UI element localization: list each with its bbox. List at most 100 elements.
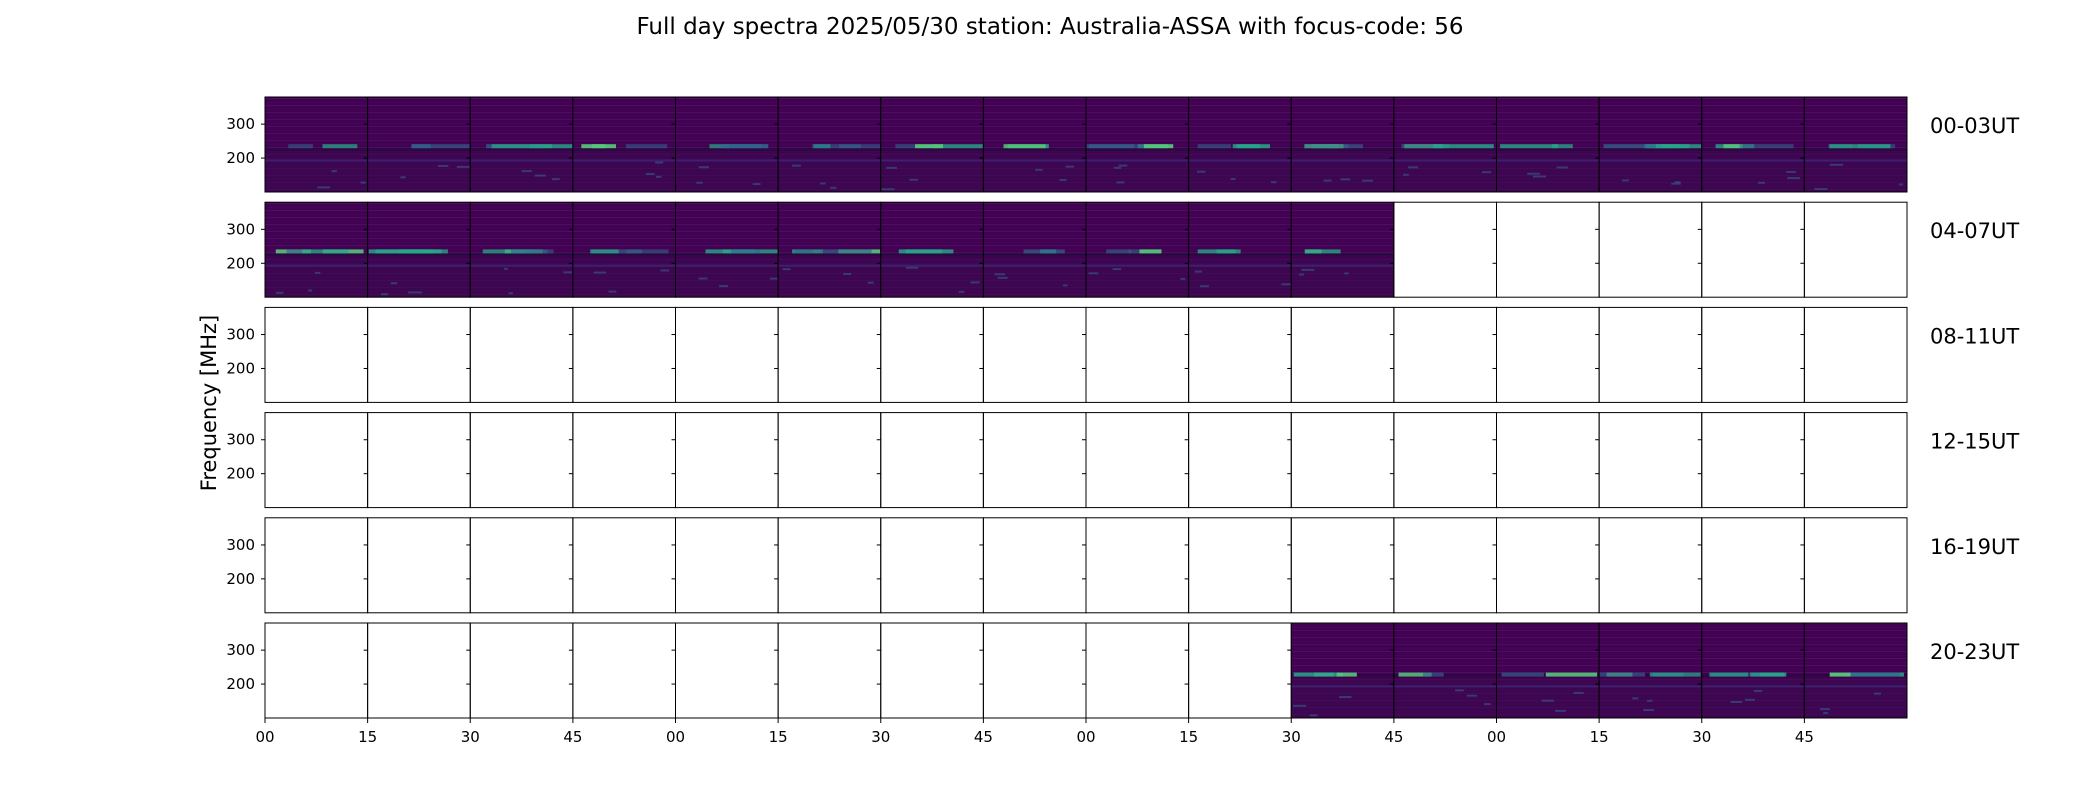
empty-panel [1389, 306, 1497, 403]
empty-panel [1595, 306, 1703, 403]
empty-panel [568, 412, 676, 509]
empty-panel [1800, 201, 1908, 298]
empty-panel [671, 306, 779, 403]
y-tick-label: 300 [226, 431, 255, 449]
y-tick-label: 200 [226, 675, 255, 693]
empty-panel [261, 306, 369, 403]
empty-panel [671, 412, 779, 509]
empty-panel [1389, 412, 1497, 509]
empty-panel [1492, 306, 1600, 403]
y-tick-label: 300 [226, 641, 255, 659]
empty-panel [1492, 412, 1600, 509]
empty-panel [876, 412, 984, 509]
y-tick-label: 300 [226, 536, 255, 554]
spectrogram-panel [876, 96, 984, 193]
row-label: 08-11UT [1930, 324, 2019, 348]
empty-panel [876, 622, 984, 719]
spectrogram-panel [1389, 622, 1497, 719]
spectra-row: 200 300 00-03UT [226, 96, 2019, 193]
empty-panel [1287, 306, 1395, 403]
row-label: 12-15UT [1930, 430, 2019, 454]
spectrogram-panel [1184, 201, 1292, 298]
empty-panel [979, 622, 1087, 719]
spectrogram-panel [1184, 96, 1292, 193]
spectrogram-panel [568, 201, 676, 298]
empty-panel [363, 517, 471, 614]
empty-panel [568, 622, 676, 719]
spectra-row: 200 300 16-19UT [226, 517, 2019, 614]
empty-panel [1800, 306, 1908, 403]
empty-panel [1082, 306, 1190, 403]
empty-panel [363, 412, 471, 509]
x-tick-label: 15 [769, 728, 788, 746]
spectrogram-panel [1492, 622, 1600, 719]
spectrogram-panel [1287, 96, 1395, 193]
spectrogram-panel [363, 96, 471, 193]
x-tick-label: 00 [666, 728, 685, 746]
spectrogram-panel [979, 201, 1087, 298]
empty-panel [979, 306, 1087, 403]
spectrogram-panel [1082, 96, 1190, 193]
empty-panel [671, 517, 779, 614]
x-tick-label: 00 [1487, 728, 1506, 746]
spectrogram-panel [1697, 622, 1805, 719]
x-tick-label: 30 [461, 728, 480, 746]
spectrogram-panel [1697, 96, 1805, 193]
row-label: 00-03UT [1930, 114, 2019, 138]
x-tick-label: 15 [1179, 728, 1198, 746]
x-tick-label: 00 [1076, 728, 1095, 746]
spectrogram-panel [1800, 622, 1908, 719]
empty-panel [1800, 412, 1908, 509]
empty-panel [568, 306, 676, 403]
empty-panel [1184, 306, 1292, 403]
y-tick-label: 200 [226, 570, 255, 588]
empty-panel [774, 622, 882, 719]
y-tick-label: 200 [226, 359, 255, 377]
empty-panel [1389, 517, 1497, 614]
x-tick-label: 15 [1590, 728, 1609, 746]
empty-panel [1595, 517, 1703, 614]
spectrogram-panel [671, 96, 779, 193]
empty-panel [1595, 201, 1703, 298]
spectrogram-panel [671, 201, 783, 298]
empty-panel [1082, 622, 1190, 719]
y-tick-label: 300 [226, 220, 255, 238]
chart-title: Full day spectra 2025/05/30 station: Aus… [636, 14, 1463, 40]
empty-panel [466, 517, 574, 614]
empty-panel [363, 622, 471, 719]
empty-panel [1287, 517, 1395, 614]
x-tick-label: 30 [871, 728, 890, 746]
spectrogram-panel [774, 201, 882, 298]
empty-panel [1184, 622, 1292, 719]
spectrogram-panel [1389, 96, 1497, 193]
empty-panel [671, 622, 779, 719]
x-tick-label: 45 [974, 728, 993, 746]
empty-panel [466, 622, 574, 719]
empty-panel [774, 306, 882, 403]
empty-panel [466, 412, 574, 509]
spectrogram-panel [466, 96, 574, 193]
spectrogram-panel [261, 96, 369, 193]
empty-panel [1697, 306, 1805, 403]
spectrogram-panel [261, 201, 369, 298]
empty-panel [466, 306, 574, 403]
row-label: 04-07UT [1930, 219, 2019, 243]
spectra-row: 200 300 04-07UT [226, 201, 2019, 298]
row-label: 16-19UT [1930, 535, 2019, 559]
x-tick-label: 15 [358, 728, 377, 746]
spectra-row: 200 300 12-15UT [226, 412, 2019, 509]
x-tick-label: 45 [1384, 728, 1403, 746]
x-tick-label: 45 [1795, 728, 1814, 746]
empty-panel [979, 412, 1087, 509]
spectrogram-panel [363, 201, 471, 298]
empty-panel [1184, 412, 1292, 509]
x-tick-label: 45 [563, 728, 582, 746]
empty-panel [1082, 517, 1190, 614]
empty-panel [1697, 517, 1805, 614]
empty-panel [876, 306, 984, 403]
y-tick-label: 200 [226, 149, 255, 167]
y-tick-label: 200 [226, 254, 255, 272]
empty-panel [1287, 412, 1395, 509]
